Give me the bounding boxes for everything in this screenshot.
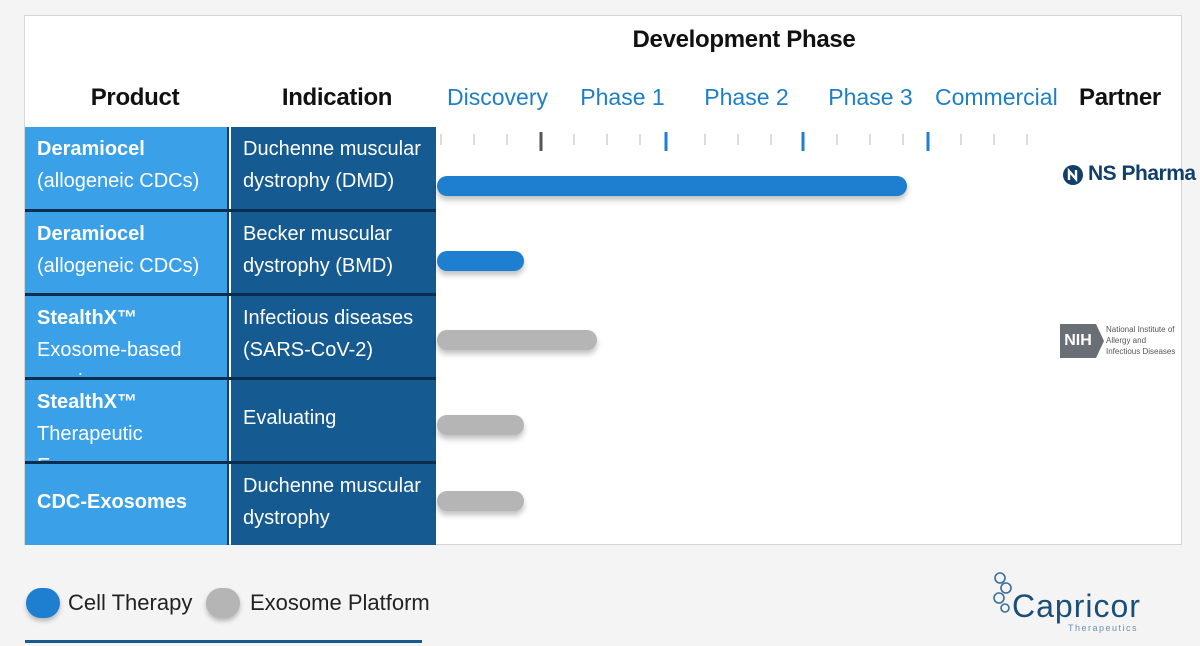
legend-label-cell-therapy: Cell Therapy	[68, 590, 193, 615]
product-name-4: StealthX™	[37, 391, 138, 413]
phase-header-discovery: Discovery	[447, 84, 548, 110]
nih-line-1: National Institute of	[1106, 325, 1175, 334]
phase-header-phase-2: Phase 2	[704, 84, 789, 110]
product-name-1: Deramiocel	[37, 138, 145, 160]
product-name-5: CDC-Exosomes	[37, 491, 188, 513]
nih-line-2: Allergy and	[1106, 336, 1147, 345]
legend-underline	[25, 640, 422, 643]
product-name-2: Deramiocel	[37, 223, 145, 245]
product-cell-1: Deramiocel (allogeneic CDCs)	[25, 127, 229, 209]
indication-cell-3: Infectious diseases (SARS-CoV-2)	[231, 296, 436, 377]
phase-header-phase-3: Phase 3	[828, 84, 913, 110]
legend-label-exosome-platform: Exosome Platform	[250, 590, 430, 615]
indication-line2-3: (SARS-CoV-2)	[243, 339, 374, 361]
indication-cell-4: Evaluating	[231, 380, 436, 461]
legend-swatch-exosome-platform	[206, 588, 240, 618]
product-cell-3: StealthX™ Exosome-based vaccine	[25, 296, 229, 393]
phase-tick-scale	[440, 132, 1028, 151]
nih-abbr: NIH	[1060, 324, 1096, 358]
product-cell-5: CDC-Exosomes	[25, 464, 229, 545]
capricor-name: Capricor	[1012, 588, 1141, 624]
indication-column-header: Indication	[281, 84, 393, 111]
indication-cell-1: Duchenne muscular dystrophy (DMD)	[231, 127, 436, 209]
capricor-helix-icon	[993, 572, 1012, 613]
progress-bar-cdc-exosomes	[437, 491, 524, 511]
ns-pharma-icon	[1063, 165, 1083, 185]
ns-pharma-name: NS Pharma	[1088, 162, 1196, 185]
capricor-tagline: Therapeutics	[1068, 623, 1139, 633]
indication-cell-5: Duchenne muscular dystrophy	[231, 464, 436, 545]
nih-full-name: National Institute of Allergy and Infect…	[1106, 324, 1175, 357]
product-desc-2: (allogeneic CDCs)	[37, 255, 200, 277]
product-cell-2: Deramiocel (allogeneic CDCs)	[25, 212, 229, 293]
phase-header-commercial: Commercial	[935, 84, 1058, 110]
indication-line1-1: Duchenne muscular	[243, 138, 421, 160]
partner-column-header: Partner	[1079, 84, 1161, 111]
indication-line1-4: Evaluating	[243, 407, 337, 429]
row-divider	[25, 209, 436, 212]
row-divider	[25, 293, 436, 296]
row-divider	[25, 461, 436, 464]
row-divider	[25, 377, 436, 380]
progress-bar-deramiocel-bmd	[437, 251, 524, 271]
capricor-logo: Capricor Therapeutics	[988, 568, 1173, 638]
indication-line1-3: Infectious diseases	[243, 307, 414, 329]
nih-line-3: Infectious Diseases	[1106, 347, 1176, 356]
product-desc-1: (allogeneic CDCs)	[37, 170, 200, 192]
legend-swatch-cell-therapy	[26, 588, 60, 618]
indication-line2-5: dystrophy	[243, 507, 330, 529]
phase-header-phase-1: Phase 1	[580, 84, 665, 110]
product-name-3: StealthX™	[37, 307, 138, 329]
indication-line1-2: Becker muscular	[243, 223, 392, 245]
product-column-header: Product	[90, 84, 180, 111]
progress-bar-deramiocel-dmd	[437, 176, 907, 196]
indication-line2-2: dystrophy (BMD)	[243, 255, 394, 277]
development-phase-title: Development Phase	[632, 26, 856, 53]
indication-line1-5: Duchenne muscular	[243, 475, 421, 497]
product-cell-4: StealthX™ Therapeutic Exosomes	[25, 380, 229, 477]
nih-logo: NIH National Institute of Allergy and In…	[1060, 322, 1175, 362]
progress-bar-stealthx-vaccine	[437, 330, 597, 350]
indication-line2-1: dystrophy (DMD)	[243, 170, 395, 192]
indication-cell-2: Becker muscular dystrophy (BMD)	[231, 212, 436, 293]
nih-chevron-icon	[1096, 324, 1104, 358]
progress-bar-stealthx-therapeutic	[437, 415, 524, 435]
